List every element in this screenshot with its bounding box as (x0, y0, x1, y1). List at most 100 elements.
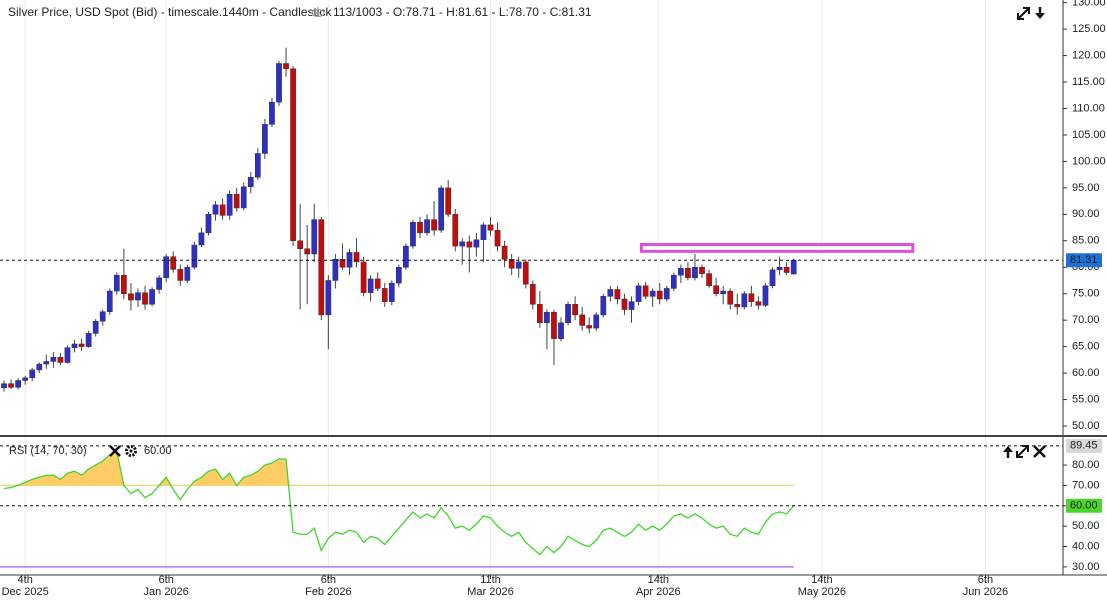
last-price-label: 81.31 (1070, 254, 1098, 266)
candle-body (473, 239, 480, 248)
candle-body (431, 219, 437, 231)
y-tick-label: 100.00 (1072, 155, 1106, 167)
y-tick-label: 105.00 (1072, 129, 1106, 141)
chart-title: Silver Price, USD Spot (Bid) - timescale… (8, 5, 332, 19)
y-tick-label: 40.00 (1072, 540, 1100, 552)
candle-body (748, 293, 755, 302)
candle-body (92, 320, 99, 334)
download-icon[interactable] (1035, 7, 1045, 19)
candle-body (50, 356, 57, 362)
candle-body (621, 298, 628, 310)
candle-body (381, 288, 388, 302)
candle-body (515, 261, 522, 269)
candle-body (551, 311, 557, 339)
eye-icon[interactable] (311, 9, 325, 17)
expand-icon[interactable] (1017, 7, 1030, 20)
candle-body (142, 292, 148, 305)
candle-body (339, 259, 346, 268)
x-tick-label: 6th Jun 2026 (963, 574, 1008, 598)
candle-body (445, 187, 452, 215)
candle-body (254, 153, 261, 178)
y-tick-label: 125.00 (1072, 23, 1106, 35)
candle-body (628, 301, 635, 310)
candle-body (642, 285, 649, 297)
candle-body (219, 204, 226, 216)
candle-body (332, 259, 339, 281)
candle-body (403, 245, 409, 268)
pane-expand-icon[interactable] (1016, 445, 1029, 458)
candle-body (128, 293, 134, 301)
candle-body (1, 383, 7, 389)
candle-body (790, 260, 797, 275)
candle-body (741, 293, 748, 308)
candle-body (247, 177, 254, 188)
rsi-settings-icon[interactable] (125, 445, 137, 457)
candle-body (283, 63, 289, 70)
y-tick-label: 65.00 (1072, 341, 1100, 353)
x-tick-label: 6th Feb 2026 (305, 574, 351, 598)
y-tick-label: 110.00 (1072, 102, 1105, 114)
candle-body (360, 261, 367, 293)
candle-body (22, 377, 29, 381)
y-tick-label: 115.00 (1072, 76, 1105, 88)
candle-body (226, 193, 233, 216)
candle-body (522, 261, 529, 285)
candle-body (452, 214, 459, 247)
candle-body (635, 285, 642, 302)
candle-body (290, 68, 296, 242)
candle-body (99, 311, 106, 322)
candle-body (57, 356, 64, 363)
resistance-zone (639, 242, 915, 253)
candle-body (240, 186, 247, 209)
candle-body (699, 266, 705, 274)
candle-body (572, 304, 578, 316)
candle-body (713, 285, 719, 294)
candle-body (311, 219, 318, 255)
candle-body (424, 219, 430, 234)
rsi-label: RSI (14, 70, 30) (9, 445, 87, 457)
candle-body (670, 274, 677, 289)
candle-body (685, 268, 691, 279)
candle-body (762, 285, 769, 306)
candle-body (720, 290, 727, 294)
candle-body (755, 301, 762, 306)
pane-close-icon[interactable] (1033, 445, 1046, 458)
candle-body (8, 383, 14, 388)
candle-body (480, 224, 487, 240)
candle-body (558, 322, 564, 339)
candle-body (29, 369, 36, 379)
candle-body (600, 296, 607, 316)
y-tick-label: 50.00 (1072, 520, 1100, 532)
candle-body (177, 269, 184, 281)
last-price-box (1066, 253, 1102, 268)
candle-body (734, 304, 741, 308)
y-tick-label: 85.00 (1072, 235, 1100, 247)
y-tick-label: 130.00 (1072, 0, 1106, 9)
candle-body (410, 222, 416, 247)
y-tick-label: 95.00 (1072, 182, 1100, 194)
x-tick-label: 6th Jan 2026 (144, 574, 189, 598)
pane-up-icon[interactable] (1003, 446, 1013, 458)
candle-body (579, 314, 586, 326)
y-tick-label: 55.00 (1072, 393, 1100, 405)
candle-body (233, 193, 240, 209)
candle-body (184, 266, 191, 281)
rsi-close-icon[interactable] (109, 445, 121, 457)
candle-body (212, 204, 219, 215)
candle-body (487, 224, 494, 231)
x-tick-label: 14th Apr 2026 (636, 574, 681, 598)
x-tick-label: 11th Mar 2026 (467, 574, 513, 598)
y-tick-label: 70.00 (1072, 314, 1100, 326)
candle-body (149, 289, 155, 305)
rsi-level-readout: 60.00 (144, 445, 172, 457)
candle-body (607, 289, 614, 297)
candle-body (71, 343, 78, 348)
y-tick-label: 50.00 (1072, 420, 1100, 432)
candle-body (156, 277, 162, 290)
candle-body (663, 288, 670, 300)
candle-body (15, 380, 21, 388)
y-tick-label: 70.00 (1072, 479, 1100, 491)
